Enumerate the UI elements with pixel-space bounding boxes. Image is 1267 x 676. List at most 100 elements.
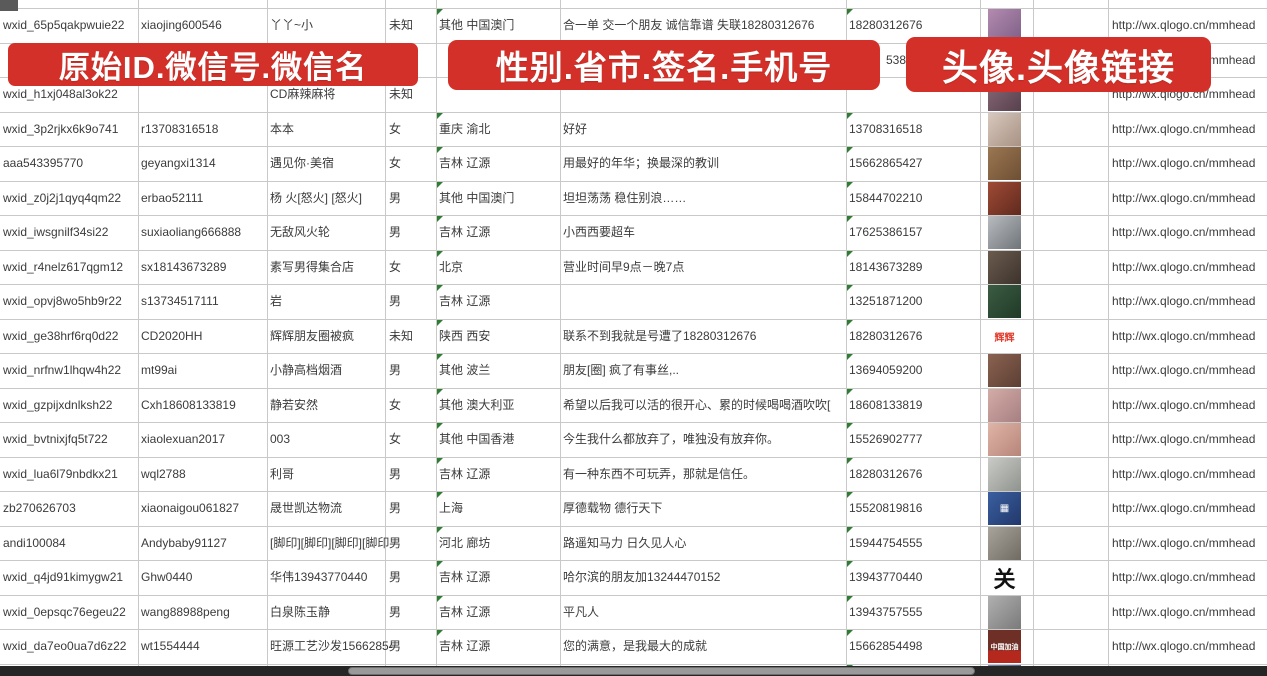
cell-avatar-link[interactable]: http://wx.qlogo.cn/mmhead: [1112, 397, 1256, 412]
cell-gender[interactable]: 女: [389, 156, 402, 170]
horizontal-scrollbar-thumb[interactable]: [348, 667, 975, 675]
cell-region[interactable]: 上海: [439, 501, 464, 515]
cell-wechat-id[interactable]: CD2020HH: [141, 328, 203, 343]
cell-original-id[interactable]: wxid_65p5qakpwuie22: [3, 18, 125, 32]
cell-wechat-name[interactable]: 本本: [270, 121, 295, 136]
cell-wechat-id[interactable]: Cxh18608133819: [141, 397, 236, 412]
cell-wechat-id[interactable]: Andybaby91127: [141, 535, 227, 550]
cell-region[interactable]: 北京: [439, 259, 464, 274]
cell-avatar-link[interactable]: http://wx.qlogo.cn/mmhead: [1112, 225, 1256, 239]
cell-original-id[interactable]: aaa543395770: [3, 156, 84, 170]
cell-gender[interactable]: 女: [389, 259, 402, 274]
avatar-photo[interactable]: [988, 9, 1021, 42]
cell-wechat-id[interactable]: xiaolexuan2017: [141, 432, 226, 446]
cell-gender[interactable]: 男: [389, 363, 402, 377]
cell-signature[interactable]: 路遥知马力 日久见人心: [563, 535, 687, 550]
avatar-photo[interactable]: [988, 216, 1021, 249]
cell-original-id[interactable]: wxid_0epsqc76egeu22: [3, 604, 126, 619]
cell-original-id[interactable]: wxid_q4jd91kimygw21: [3, 570, 124, 584]
cell-wechat-name[interactable]: 遇见你·美宿: [270, 156, 334, 170]
cell-original-id[interactable]: wxid_bvtnixjfq5t722: [3, 432, 108, 446]
cell-avatar-link[interactable]: http://wx.qlogo.cn/mmhead: [1112, 604, 1256, 619]
cell-gender[interactable]: 男: [389, 535, 402, 550]
cell-region[interactable]: 其他 澳大利亚: [439, 397, 515, 412]
cell-wechat-id[interactable]: xiaonaigou061827: [141, 501, 240, 515]
cell-gender[interactable]: 男: [389, 466, 402, 481]
cell-wechat-name[interactable]: 静若安然: [270, 397, 319, 412]
cell-avatar-link[interactable]: http://wx.qlogo.cn/mmhead: [1112, 639, 1256, 653]
cell-original-id[interactable]: wxid_ge38hrf6rq0d22: [3, 328, 119, 343]
cell-signature[interactable]: 平凡人: [563, 604, 600, 619]
cell-gender[interactable]: 男: [389, 639, 402, 653]
cell-phone[interactable]: 15844702210: [849, 190, 923, 205]
cell-original-id[interactable]: wxid_opvj8wo5hb9r22: [3, 294, 122, 308]
cell-gender[interactable]: 男: [389, 190, 402, 205]
cell-wechat-id[interactable]: geyangxi1314: [141, 156, 216, 170]
cell-original-id[interactable]: wxid_r4nelz617qgm12: [3, 259, 124, 274]
cell-phone[interactable]: 18143673289: [849, 259, 923, 274]
cell-region[interactable]: 吉林 辽源: [439, 156, 491, 170]
cell-phone[interactable]: 13251871200: [849, 294, 923, 308]
cell-gender[interactable]: 女: [389, 432, 402, 446]
cell-avatar-link[interactable]: http://wx.qlogo.cn/mmhead: [1112, 363, 1256, 377]
cell-phone[interactable]: 18280312676: [849, 466, 923, 481]
cell-phone[interactable]: 18280312676: [849, 328, 923, 343]
cell-wechat-name[interactable]: 晟世凯达物流: [270, 501, 343, 515]
cell-region[interactable]: 陕西 西安: [439, 328, 491, 343]
cell-avatar-link[interactable]: http://wx.qlogo.cn/mmhead: [1112, 535, 1256, 550]
cell-phone[interactable]: 13708316518: [849, 121, 923, 136]
cell-phone[interactable]: 15944754555: [849, 535, 923, 550]
cell-wechat-name[interactable]: 无敌风火轮: [270, 225, 331, 239]
cell-original-id[interactable]: wxid_3p2rjkx6k9o741: [3, 121, 119, 136]
cell-wechat-name[interactable]: 丫丫~小: [270, 18, 314, 32]
cell-signature[interactable]: 厚德载物 德行天下: [563, 501, 663, 515]
cell-avatar-link[interactable]: http://wx.qlogo.cn/mmhead: [1112, 432, 1256, 446]
cell-wechat-id[interactable]: s13734517111: [141, 294, 219, 308]
cell-phone[interactable]: 18280312676: [849, 18, 923, 32]
cell-wechat-id[interactable]: suxiaoliang666888: [141, 225, 242, 239]
avatar-photo[interactable]: [988, 423, 1021, 456]
cell-signature[interactable]: 用最好的年华；换最深的教训: [563, 156, 720, 170]
cell-original-id[interactable]: wxid_iwsgnilf34si22: [3, 225, 109, 239]
cell-wechat-name[interactable]: 辉辉朋友圈被疯: [270, 328, 355, 343]
cell-region[interactable]: 其他 中国香港: [439, 432, 515, 446]
cell-region[interactable]: 其他 中国澳门: [439, 18, 515, 32]
cell-gender[interactable]: 未知: [389, 328, 414, 343]
horizontal-scrollbar-track[interactable]: [0, 666, 1267, 676]
cell-gender[interactable]: 女: [389, 121, 402, 136]
cell-gender[interactable]: 男: [389, 294, 402, 308]
cell-wechat-name[interactable]: CD麻辣麻将: [270, 87, 336, 101]
avatar-photo[interactable]: [988, 181, 1021, 215]
cell-original-id[interactable]: wxid_nrfnw1lhqw4h22: [3, 363, 122, 377]
cell-wechat-id[interactable]: mt99ai: [141, 363, 178, 377]
cell-wechat-id[interactable]: sx18143673289: [141, 259, 227, 274]
cell-original-id[interactable]: zb270626703: [3, 501, 76, 515]
cell-region[interactable]: 吉林 辽源: [439, 570, 491, 584]
cell-wechat-name[interactable]: 华伟13943770440: [270, 570, 368, 584]
cell-region[interactable]: 其他 中国澳门: [439, 190, 515, 205]
cell-wechat-id[interactable]: Ghw0440: [141, 570, 193, 584]
cell-region[interactable]: 吉林 辽源: [439, 225, 491, 239]
cell-gender[interactable]: 未知: [389, 87, 414, 101]
avatar-photo[interactable]: [988, 595, 1021, 629]
cell-signature[interactable]: 联系不到我就是号遭了18280312676: [563, 328, 757, 343]
avatar-photo[interactable]: [988, 285, 1021, 318]
cell-original-id[interactable]: wxid_da7eo0ua7d6z22: [3, 639, 127, 653]
cell-gender[interactable]: 未知: [389, 18, 414, 32]
avatar-text[interactable]: 辉辉: [988, 319, 1021, 353]
avatar-photo[interactable]: [988, 112, 1021, 146]
cell-wechat-id[interactable]: wang88988peng: [141, 604, 230, 619]
avatar-photo[interactable]: [988, 457, 1021, 491]
avatar-photo[interactable]: [988, 388, 1021, 422]
cell-phone[interactable]: 15526902777: [849, 432, 923, 446]
cell-wechat-id[interactable]: wt1554444: [141, 639, 200, 653]
avatar-calligraphy[interactable]: 关: [988, 561, 1021, 594]
cell-phone[interactable]: 15662865427: [849, 156, 923, 170]
cell-phone[interactable]: 13694059200: [849, 363, 923, 377]
cell-region[interactable]: 吉林 辽源: [439, 294, 491, 308]
cell-avatar-link[interactable]: http://wx.qlogo.cn/mmhead: [1112, 294, 1256, 308]
cell-avatar-link[interactable]: http://wx.qlogo.cn/mmhead: [1112, 328, 1256, 343]
cell-wechat-name[interactable]: [脚印][脚印][脚印][脚印: [270, 535, 390, 550]
cell-gender[interactable]: 女: [389, 397, 402, 412]
cell-phone[interactable]: 15520819816: [849, 501, 923, 515]
